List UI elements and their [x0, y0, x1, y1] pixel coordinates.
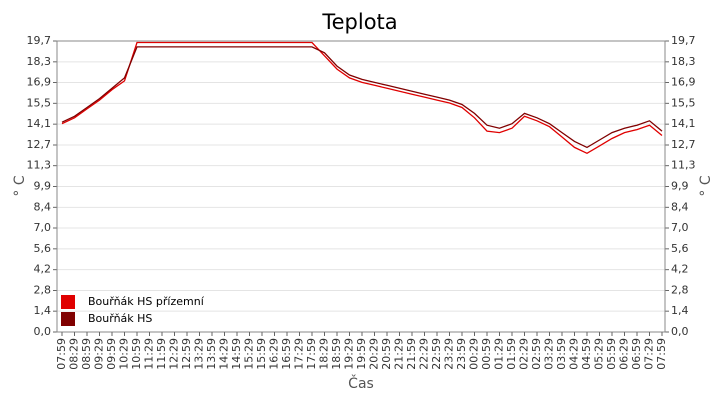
- y-tick-label: 15,5: [27, 96, 52, 109]
- y-tick-label: 9,9: [34, 180, 52, 193]
- x-tick-label: 13:59: [205, 338, 218, 370]
- chart-title: Teplota: [321, 10, 397, 34]
- y-tick-label: 4,2: [34, 263, 52, 276]
- x-tick-label: 07:59: [655, 338, 668, 370]
- x-tick-label: 05:29: [593, 338, 606, 370]
- x-tick-label: 13:29: [193, 338, 206, 370]
- x-tick-label: 00:29: [468, 338, 481, 370]
- x-tick-label: 09:29: [93, 338, 106, 370]
- y2-tick-label: 8,4: [671, 200, 689, 213]
- y-tick-label: 8,4: [34, 200, 52, 213]
- y2-tick-label: 11,3: [671, 159, 696, 172]
- y-tick-label: 0,0: [34, 325, 52, 338]
- x-tick-label: 07:59: [55, 338, 68, 370]
- x-tick-label: 02:29: [518, 338, 531, 370]
- x-tick-label: 07:29: [643, 338, 656, 370]
- x-tick-label: 08:59: [80, 338, 93, 370]
- x-tick-label: 08:29: [68, 338, 81, 370]
- x-tick-label: 15:29: [243, 338, 256, 370]
- x-tick-label: 02:59: [530, 338, 543, 370]
- series-line: [61, 46, 663, 149]
- legend-label: Bouřňák HS: [88, 312, 152, 325]
- y2-tick-label: 1,4: [671, 304, 689, 317]
- y2-tick-label: 2,8: [671, 283, 689, 296]
- y2-tick-label: 4,2: [671, 263, 689, 276]
- x-tick-label: 06:29: [618, 338, 631, 370]
- x-tick-label: 20:59: [380, 338, 393, 370]
- x-tick-label: 01:59: [505, 338, 518, 370]
- x-tick-label: 05:59: [605, 338, 618, 370]
- x-tick-label: 15:59: [255, 338, 268, 370]
- y2-tick-label: 19,7: [671, 34, 696, 47]
- legend-swatch: [61, 295, 75, 309]
- y2-tick-label: 7,0: [671, 221, 689, 234]
- x-tick-label: 21:59: [405, 338, 418, 370]
- y-tick-label: 2,8: [34, 283, 52, 296]
- legend-swatch: [61, 312, 75, 326]
- x-tick-label: 19:29: [343, 338, 356, 370]
- y2-tick-label: 0,0: [671, 325, 689, 338]
- x-tick-label: 04:29: [568, 338, 581, 370]
- y-axis-title: ° C: [12, 175, 28, 196]
- x-tick-label: 11:59: [155, 338, 168, 370]
- x-tick-label: 11:29: [143, 338, 156, 370]
- y2-tick-label: 15,5: [671, 96, 696, 109]
- y-tick-label: 7,0: [34, 221, 52, 234]
- y-tick-label: 1,4: [34, 304, 52, 317]
- x-tick-label: 03:29: [543, 338, 556, 370]
- x-tick-label: 01:29: [493, 338, 506, 370]
- y2-tick-label: 5,6: [671, 242, 689, 255]
- x-tick-label: 14:29: [218, 338, 231, 370]
- y2-tick-label: 18,3: [671, 55, 696, 68]
- x-tick-label: 20:29: [368, 338, 381, 370]
- y-tick-label: 16,9: [27, 76, 52, 89]
- y-tick-label: 19,7: [27, 34, 52, 47]
- plot-frame: [56, 40, 666, 333]
- x-tick-label: 03:59: [555, 338, 568, 370]
- x-tick-label: 16:29: [268, 338, 281, 370]
- x-tick-label: 00:59: [480, 338, 493, 370]
- y-tick-label: 18,3: [27, 55, 52, 68]
- x-tick-label: 10:59: [130, 338, 143, 370]
- x-tick-label: 12:29: [168, 338, 181, 370]
- y-tick-label: 14,1: [27, 117, 52, 130]
- x-tick-label: 12:59: [180, 338, 193, 370]
- x-tick-label: 18:29: [318, 338, 331, 370]
- x-tick-label: 21:29: [393, 338, 406, 370]
- x-tick-label: 14:59: [230, 338, 243, 370]
- series-line: [61, 41, 663, 155]
- x-tick-label: 22:29: [418, 338, 431, 370]
- x-tick-label: 04:59: [580, 338, 593, 370]
- x-tick-label: 23:29: [443, 338, 456, 370]
- y2-axis-title: ° C: [698, 175, 714, 196]
- y2-tick-label: 16,9: [671, 76, 696, 89]
- x-tick-label: 10:29: [118, 338, 131, 370]
- y2-tick-label: 9,9: [671, 180, 689, 193]
- y-tick-label: 5,6: [34, 242, 52, 255]
- y2-tick-label: 12,7: [671, 138, 696, 151]
- x-tick-label: 06:59: [630, 338, 643, 370]
- x-tick-label: 16:59: [280, 338, 293, 370]
- y-tick-label: 12,7: [27, 138, 52, 151]
- legend-label: Bouřňák HS přízemní: [88, 295, 205, 308]
- x-tick-label: 17:59: [305, 338, 318, 370]
- y2-tick-label: 14,1: [671, 117, 696, 130]
- x-tick-label: 17:29: [293, 338, 306, 370]
- x-tick-label: 22:59: [430, 338, 443, 370]
- y-tick-label: 11,3: [27, 159, 52, 172]
- x-tick-label: 19:59: [355, 338, 368, 370]
- x-tick-label: 09:59: [105, 338, 118, 370]
- x-tick-label: 23:59: [455, 338, 468, 370]
- x-axis-title: Čas: [348, 374, 374, 392]
- x-tick-label: 18:59: [330, 338, 343, 370]
